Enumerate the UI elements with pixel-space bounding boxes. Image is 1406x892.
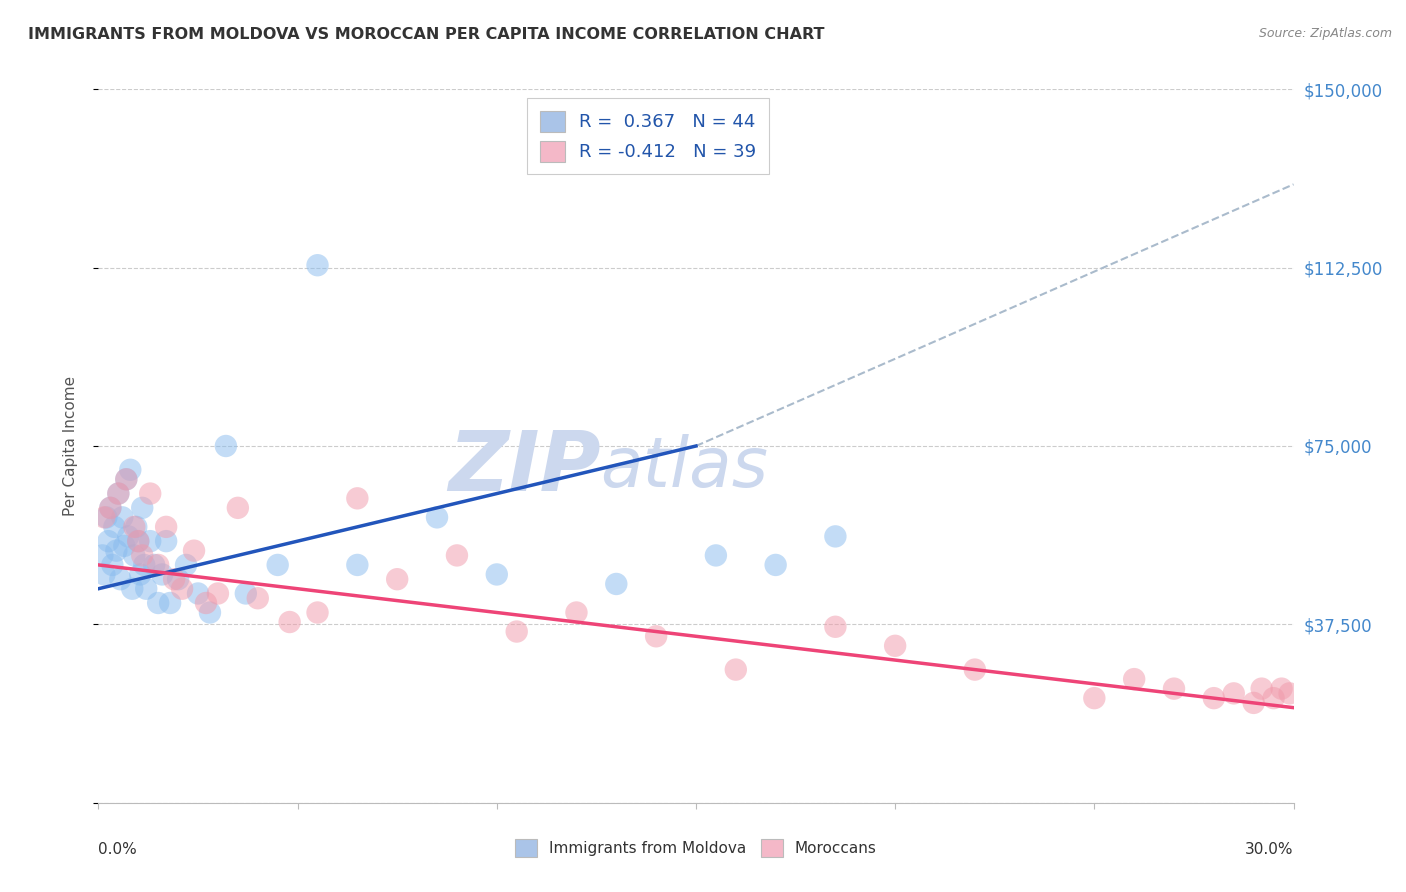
- Point: [96, 510, 118, 524]
- Point: [93, 510, 115, 524]
- Point: [645, 629, 668, 643]
- Point: [174, 558, 197, 572]
- Point: [307, 606, 329, 620]
- Point: [267, 558, 290, 572]
- Point: [98, 500, 122, 515]
- Y-axis label: Per Capita Income: Per Capita Income: [63, 376, 77, 516]
- Point: [131, 549, 153, 563]
- Point: [446, 549, 468, 563]
- Point: [143, 558, 166, 572]
- Point: [183, 543, 205, 558]
- Point: [107, 486, 129, 500]
- Point: [187, 586, 209, 600]
- Point: [127, 534, 149, 549]
- Point: [93, 567, 115, 582]
- Point: [107, 486, 129, 500]
- Point: [963, 663, 986, 677]
- Point: [155, 534, 177, 549]
- Point: [385, 572, 409, 586]
- Point: [134, 558, 156, 572]
- Point: [97, 534, 120, 549]
- Point: [346, 558, 368, 572]
- Point: [125, 520, 148, 534]
- Point: [1123, 672, 1146, 686]
- Point: [105, 543, 128, 558]
- Point: [235, 586, 257, 600]
- Point: [198, 606, 221, 620]
- Point: [135, 582, 157, 596]
- Point: [1202, 691, 1225, 706]
- Text: IMMIGRANTS FROM MOLDOVA VS MOROCCAN PER CAPITA INCOME CORRELATION CHART: IMMIGRANTS FROM MOLDOVA VS MOROCCAN PER …: [28, 27, 825, 42]
- Point: [155, 520, 177, 534]
- Point: [278, 615, 301, 629]
- Point: [246, 591, 269, 606]
- Point: [724, 663, 747, 677]
- Point: [765, 558, 787, 572]
- Point: [704, 549, 727, 563]
- Point: [98, 500, 122, 515]
- Point: [127, 534, 149, 549]
- Point: [124, 520, 146, 534]
- Point: [121, 582, 143, 596]
- Point: [1083, 691, 1105, 706]
- Text: 0.0%: 0.0%: [98, 842, 138, 857]
- Point: [346, 491, 368, 506]
- Point: [884, 639, 907, 653]
- Point: [426, 510, 449, 524]
- Point: [117, 529, 139, 543]
- Point: [506, 624, 529, 639]
- Point: [307, 258, 329, 272]
- Point: [131, 500, 153, 515]
- Point: [1250, 681, 1272, 696]
- Point: [485, 567, 508, 582]
- Point: [167, 572, 190, 586]
- Point: [101, 558, 124, 572]
- Point: [1243, 696, 1265, 710]
- Point: [163, 572, 186, 586]
- Legend: Immigrants from Moldova, Moroccans: Immigrants from Moldova, Moroccans: [509, 833, 883, 863]
- Point: [148, 596, 170, 610]
- Point: [112, 539, 135, 553]
- Point: [824, 529, 846, 543]
- Point: [103, 520, 125, 534]
- Point: [139, 486, 162, 500]
- Text: 30.0%: 30.0%: [1246, 842, 1294, 857]
- Text: atlas: atlas: [600, 434, 768, 501]
- Point: [115, 472, 138, 486]
- Text: ZIP: ZIP: [447, 427, 600, 508]
- Text: Source: ZipAtlas.com: Source: ZipAtlas.com: [1258, 27, 1392, 40]
- Point: [1223, 686, 1246, 700]
- Point: [110, 572, 132, 586]
- Point: [207, 586, 229, 600]
- Point: [1278, 686, 1301, 700]
- Point: [150, 567, 173, 582]
- Point: [172, 582, 194, 596]
- Point: [195, 596, 218, 610]
- Point: [124, 549, 146, 563]
- Point: [159, 596, 181, 610]
- Point: [1271, 681, 1294, 696]
- Point: [215, 439, 238, 453]
- Point: [129, 567, 152, 582]
- Point: [1163, 681, 1185, 696]
- Point: [148, 558, 170, 572]
- Point: [139, 534, 162, 549]
- Point: [1263, 691, 1285, 706]
- Point: [91, 549, 114, 563]
- Point: [115, 472, 138, 486]
- Point: [605, 577, 627, 591]
- Point: [226, 500, 249, 515]
- Point: [565, 606, 588, 620]
- Point: [824, 620, 846, 634]
- Point: [111, 510, 134, 524]
- Point: [120, 463, 142, 477]
